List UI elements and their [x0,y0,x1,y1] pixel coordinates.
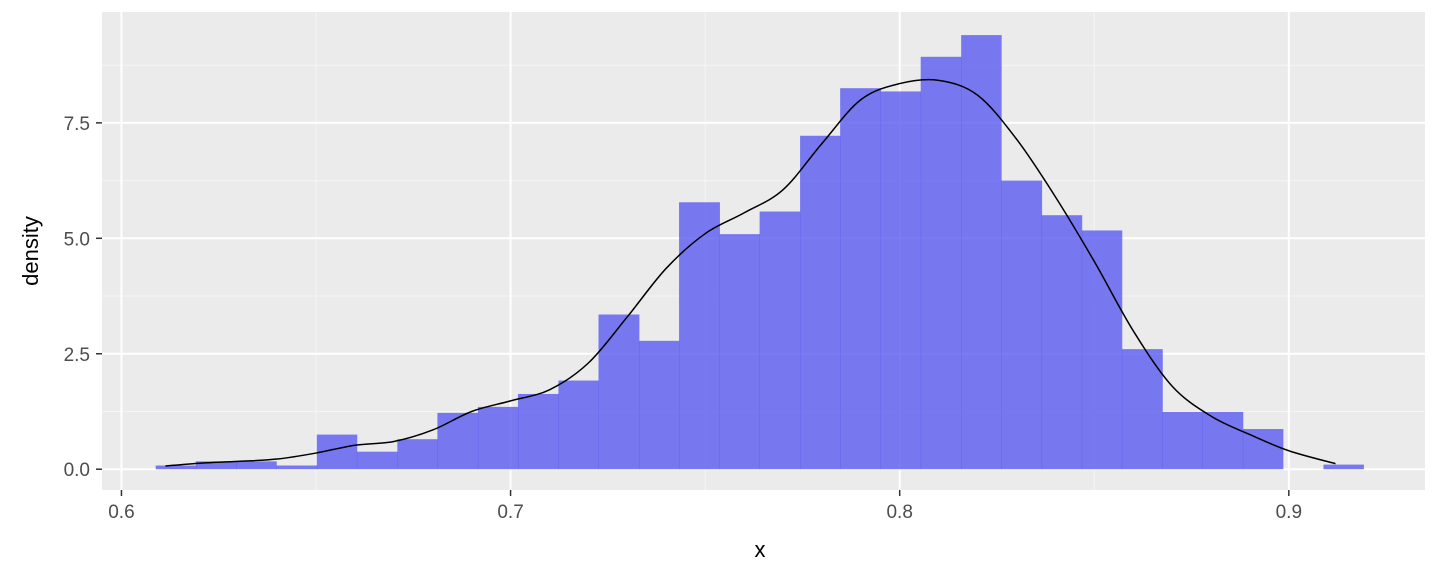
histogram-bar [558,380,599,470]
histogram-bar [880,91,922,470]
histogram-bar [800,135,841,470]
y-tick-label: 5.0 [64,229,90,250]
density-curve-layer [165,78,1336,467]
histogram-bar [356,451,398,470]
x-tick-label: 0.8 [886,502,912,523]
histogram-bar [276,465,318,470]
histogram-bar [719,234,761,470]
y-axis-title: density [18,216,43,286]
histogram-bar [397,439,438,470]
histogram-bar [1121,349,1163,470]
histogram-bar [759,211,801,470]
x-tick-label: 0.7 [497,502,523,523]
x-axis-title: x [755,537,766,562]
histogram-bar [437,412,479,470]
x-tick-label: 0.9 [1276,502,1302,523]
histogram-bar [961,35,1002,470]
histogram-bar [1001,180,1043,470]
histogram-bar [1323,464,1364,470]
histogram-bar [195,461,237,470]
histogram-bar [1081,230,1123,470]
histogram-bar [679,202,720,470]
y-tick-label: 2.5 [64,345,90,366]
axes: 0.6 0.7 0.8 0.9 0.0 2.5 5.0 7.5 [64,114,1302,523]
histogram-bar [155,465,197,470]
histogram-bar [477,406,519,470]
histogram-bar [840,88,882,470]
density-curve [165,78,1336,467]
histogram-bar [598,314,640,470]
histogram-bar [1041,215,1083,470]
y-tick-label: 0.0 [64,460,90,481]
histogram-bar [920,56,962,470]
y-tick-label: 7.5 [64,114,90,135]
histogram-bar [1242,429,1284,470]
histogram-bar [517,393,559,470]
histogram-bar [638,340,680,470]
histogram-bar [236,461,277,470]
histogram-bar [1162,411,1203,470]
x-tick-label: 0.6 [108,502,134,523]
histogram-bar [1202,411,1244,470]
